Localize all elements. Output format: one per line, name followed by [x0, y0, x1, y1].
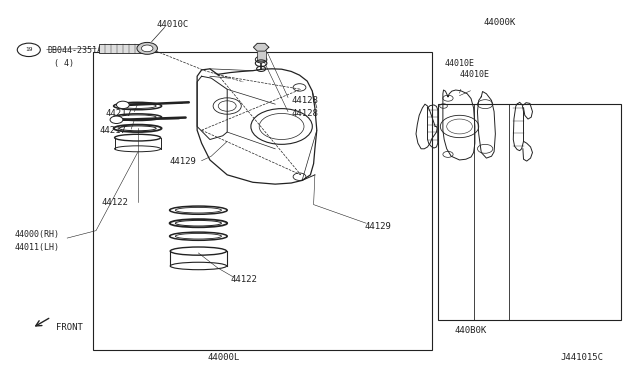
Text: ( 4): ( 4) [54, 60, 74, 68]
Text: 44000K: 44000K [483, 18, 515, 27]
Text: 44122: 44122 [230, 275, 257, 284]
Text: 44122: 44122 [101, 198, 128, 207]
Text: 44011(LH): 44011(LH) [14, 243, 59, 252]
Text: 44010E: 44010E [445, 59, 475, 68]
Text: 440B0K: 440B0K [454, 326, 486, 335]
Text: FRONT: FRONT [56, 323, 83, 332]
Circle shape [110, 116, 123, 124]
Text: 44128: 44128 [291, 109, 318, 118]
Bar [93, 52, 432, 350]
Text: 44129: 44129 [170, 157, 196, 166]
Text: 44000(RH): 44000(RH) [14, 230, 59, 239]
Text: 44217: 44217 [99, 126, 126, 135]
Text: 44128: 44128 [291, 96, 318, 105]
Text: 44010E: 44010E [460, 70, 490, 79]
Circle shape [255, 56, 267, 63]
Circle shape [141, 45, 153, 52]
Text: 19: 19 [25, 47, 33, 52]
Circle shape [137, 42, 157, 54]
Bar [257, 50, 266, 61]
Circle shape [116, 101, 129, 109]
Bar [99, 44, 141, 53]
Bar [438, 104, 621, 320]
Text: 44000L: 44000L [208, 353, 240, 362]
Text: 44129: 44129 [365, 222, 392, 231]
Text: 44217: 44217 [106, 109, 132, 118]
Text: J441015C: J441015C [560, 353, 603, 362]
Polygon shape [253, 44, 269, 51]
Text: DB044-2351A: DB044-2351A [48, 46, 103, 55]
Text: 44010C: 44010C [157, 20, 189, 29]
